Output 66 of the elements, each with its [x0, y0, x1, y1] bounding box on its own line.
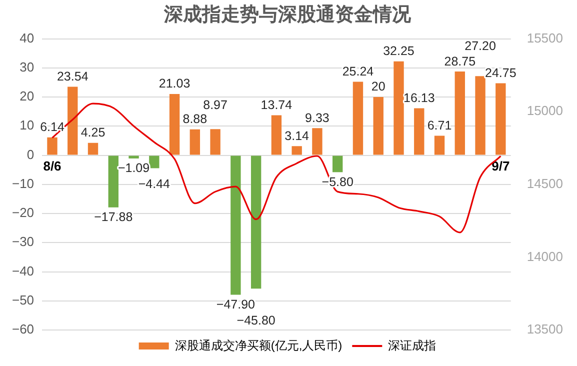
bar — [88, 142, 98, 155]
data-label: 20 — [371, 80, 386, 94]
bar — [373, 97, 384, 155]
data-label: 13.74 — [260, 98, 292, 112]
y2-tick-label: 15500 — [526, 30, 564, 46]
y2-tick-label: 13500 — [526, 322, 564, 337]
bar — [250, 156, 262, 289]
bar — [414, 108, 424, 155]
data-label: 6.14 — [40, 120, 64, 134]
data-label: −1.09 — [118, 161, 150, 176]
bar — [292, 146, 302, 155]
y2-tick-label: 14000 — [526, 248, 564, 264]
data-label: −47.90 — [216, 297, 256, 312]
y-tick-label: 40 — [20, 30, 34, 46]
data-label: 25.24 — [342, 64, 374, 78]
y2-tick-label: 15000 — [526, 103, 564, 118]
y-tick-label: 10 — [20, 118, 34, 133]
data-label: 8.88 — [182, 112, 208, 126]
data-label: 21.03 — [158, 76, 190, 91]
y-tick-label: 20 — [20, 88, 34, 104]
data-label: 24.75 — [485, 66, 516, 80]
bar — [68, 86, 78, 155]
data-label: 3.14 — [284, 128, 310, 143]
bar — [434, 136, 445, 155]
bar — [352, 82, 364, 155]
legend-label: 深股通成交净买额(亿元,人民币) — [174, 338, 342, 352]
data-label: 23.54 — [56, 69, 88, 84]
y-tick-label: −30 — [12, 234, 34, 250]
y-tick-label: −50 — [12, 292, 34, 308]
data-label: 32.25 — [383, 44, 414, 58]
bar — [128, 156, 139, 158]
data-label: 9.33 — [305, 110, 330, 125]
bar — [454, 72, 465, 155]
bar — [47, 137, 58, 155]
data-label: −17.88 — [94, 210, 133, 224]
y-tick-label: 30 — [20, 60, 34, 74]
bar — [190, 129, 200, 155]
y-tick-label: −10 — [12, 176, 34, 191]
data-label: 16.13 — [403, 91, 435, 106]
bar — [149, 156, 160, 168]
y-tick-label: 0 — [26, 146, 34, 162]
y-tick-label: −60 — [12, 322, 34, 337]
bar — [496, 83, 506, 155]
bar — [312, 128, 322, 155]
x-tick-label: 9/7 — [492, 158, 510, 174]
bar — [394, 61, 404, 155]
x-tick-label: 8/6 — [43, 158, 62, 174]
bar — [169, 94, 180, 155]
bar — [475, 76, 486, 155]
data-label: −45.80 — [236, 313, 276, 328]
data-label: 6.71 — [427, 118, 452, 132]
y-tick-label: −40 — [12, 263, 34, 278]
y2-tick-label: 14500 — [526, 176, 564, 191]
bar — [210, 129, 220, 155]
chart-title: 深成指走势与深股通资金情况 — [163, 4, 412, 26]
data-label: 8.97 — [203, 98, 228, 112]
y-tick-label: −20 — [12, 205, 34, 220]
legend-label: 深证成指 — [388, 338, 436, 352]
data-label: −4.44 — [138, 176, 170, 191]
data-label: 4.25 — [80, 126, 106, 140]
data-label: 27.20 — [464, 38, 496, 53]
bar — [332, 156, 343, 172]
bar — [108, 156, 118, 208]
data-label: 28.75 — [444, 54, 476, 68]
bar — [230, 156, 241, 295]
bar — [271, 115, 282, 155]
